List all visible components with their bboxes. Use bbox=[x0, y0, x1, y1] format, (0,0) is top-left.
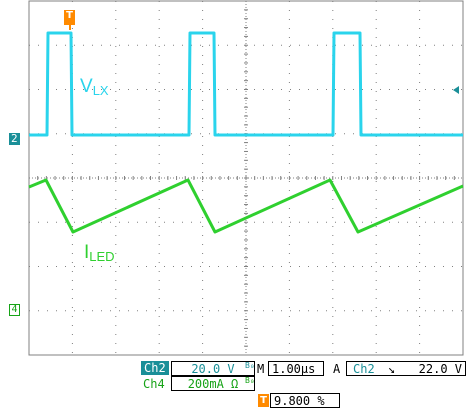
ch2-scale-box[interactable]: 20.0 V bbox=[171, 361, 255, 376]
ch4-status-text: Ch4 bbox=[143, 377, 165, 391]
ch2-marker-text: 2 bbox=[11, 132, 18, 145]
iled-label-sub: LED bbox=[89, 249, 115, 264]
ch2-ground-marker[interactable]: 2 bbox=[9, 133, 20, 145]
vlx-label-main: V bbox=[80, 76, 93, 97]
trigger-source: Ch2 bbox=[353, 362, 375, 376]
ch4-status-name[interactable]: Ch4 bbox=[143, 377, 165, 391]
ch2-status-name: Ch2 bbox=[144, 361, 166, 375]
ch4-scale-value: 200mA Ω bbox=[187, 377, 239, 391]
acquisition-mode: A bbox=[333, 362, 340, 376]
vlx-trace-label: VLX bbox=[80, 76, 109, 98]
ch4-marker-text: 4 bbox=[11, 304, 18, 315]
ch2-bandwidth-icon: B₀ bbox=[245, 359, 255, 373]
trigger-position-box[interactable]: 9.800 % bbox=[270, 393, 340, 408]
ch2-scale-value: 20.0 V bbox=[191, 362, 235, 376]
trigger-level-arrow-icon[interactable] bbox=[453, 86, 459, 94]
acq-mode-text: A bbox=[333, 362, 341, 376]
ch2-bw-text: B₀ bbox=[245, 361, 255, 370]
iled-trace bbox=[28, 178, 464, 234]
vlx-label-sub: LX bbox=[92, 83, 109, 98]
vlx-trace bbox=[29, 31, 463, 137]
trigger-position-icon[interactable]: T bbox=[64, 10, 75, 25]
trigger-position-badge-icon: T bbox=[258, 394, 269, 407]
trigger-level: 22.0 V bbox=[418, 362, 462, 376]
trigger-marker-text: T bbox=[66, 10, 73, 21]
timebase-prefix: M bbox=[257, 362, 264, 376]
timebase-prefix-text: M bbox=[257, 362, 265, 376]
ch2-status-badge[interactable]: Ch2 bbox=[141, 361, 169, 375]
trigger-position-value: 9.800 % bbox=[274, 394, 325, 408]
iled-label-main: I bbox=[84, 242, 90, 263]
timebase-box[interactable]: 1.00µs bbox=[268, 361, 324, 376]
trigger-slope-icon: ↘ bbox=[387, 362, 396, 376]
ch4-bandwidth-icon: B₀ bbox=[245, 374, 255, 388]
ch4-scale-box[interactable]: 200mA Ω bbox=[171, 376, 255, 391]
ch4-bw-text: B₀ bbox=[245, 376, 255, 385]
iled-trace-label: ILED bbox=[84, 242, 115, 264]
ch4-ground-marker[interactable]: 4 bbox=[9, 304, 20, 316]
trigger-badge-text: T bbox=[260, 395, 267, 406]
trigger-source-box[interactable]: Ch2 ↘ 22.0 V bbox=[346, 361, 466, 376]
timebase-value: 1.00µs bbox=[272, 362, 316, 376]
